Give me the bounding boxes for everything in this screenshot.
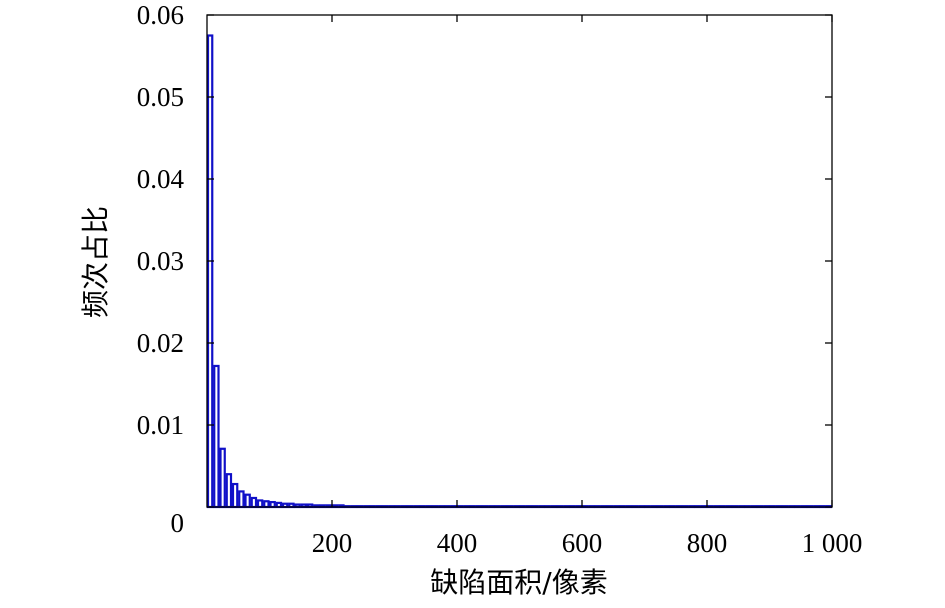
x-tick-label: 400: [437, 528, 478, 558]
y-ticks-group: 0 0.01 0.02 0.03 0.04 0.05 0.06: [137, 0, 832, 538]
y-tick-label: 0.06: [137, 0, 184, 30]
y-tick-label: 0.04: [137, 164, 185, 194]
y-axis-title: 频次占比: [79, 206, 112, 318]
x-tick-label: 600: [562, 528, 603, 558]
x-tick-label: 800: [687, 528, 728, 558]
x-tick-label: 1 000: [802, 528, 863, 558]
histogram-bar: [231, 482, 239, 509]
y-tick-label: 0.02: [137, 328, 184, 358]
y-tick-label: 0.01: [137, 410, 184, 440]
histogram-bar: [269, 500, 276, 509]
x-tick-label: 200: [312, 528, 353, 558]
histogram-bar: [213, 364, 220, 509]
histogram-bar: [225, 473, 233, 509]
bars-group: [206, 34, 833, 509]
histogram-bar: [250, 496, 258, 509]
histogram-bar: [206, 34, 214, 509]
y-tick-label: 0.03: [137, 246, 184, 276]
histogram-bar: [238, 490, 245, 509]
histogram-bar: [219, 447, 226, 509]
y-tick-label: 0.05: [137, 82, 184, 112]
histogram-bar: [256, 499, 264, 509]
histogram-bar: [263, 500, 270, 509]
histogram-bar: [244, 493, 251, 509]
y-tick-label: 0: [171, 508, 185, 538]
x-ticks-group: 200 400 600 800 1 000: [312, 15, 863, 558]
x-axis-title: 缺陷面积/像素: [430, 566, 607, 599]
plot-frame: [206, 14, 833, 508]
